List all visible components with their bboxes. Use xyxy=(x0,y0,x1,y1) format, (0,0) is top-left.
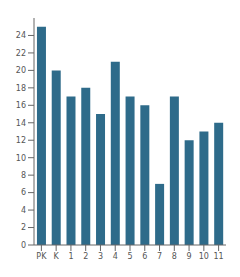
svg-text:9: 9 xyxy=(187,252,192,261)
svg-text:3: 3 xyxy=(98,252,103,261)
svg-text:2: 2 xyxy=(21,223,26,232)
svg-text:12: 12 xyxy=(16,136,26,145)
svg-text:22: 22 xyxy=(16,49,26,58)
svg-text:PK: PK xyxy=(36,252,47,261)
svg-text:6: 6 xyxy=(142,252,147,261)
svg-text:10: 10 xyxy=(16,154,26,163)
svg-text:7: 7 xyxy=(157,252,162,261)
svg-text:14: 14 xyxy=(16,119,26,128)
svg-text:18: 18 xyxy=(16,84,26,93)
svg-text:8: 8 xyxy=(21,171,26,180)
svg-text:0: 0 xyxy=(21,241,26,250)
svg-text:24: 24 xyxy=(16,31,26,40)
svg-text:K: K xyxy=(54,252,60,261)
svg-text:16: 16 xyxy=(16,101,26,110)
svg-text:2: 2 xyxy=(83,252,88,261)
svg-text:5: 5 xyxy=(127,252,132,261)
svg-text:11: 11 xyxy=(214,252,224,261)
svg-text:4: 4 xyxy=(21,206,26,215)
svg-text:8: 8 xyxy=(172,252,177,261)
svg-text:4: 4 xyxy=(113,252,118,261)
svg-text:20: 20 xyxy=(16,66,26,75)
svg-text:6: 6 xyxy=(21,188,26,197)
svg-text:10: 10 xyxy=(199,252,209,261)
svg-text:1: 1 xyxy=(68,252,73,261)
